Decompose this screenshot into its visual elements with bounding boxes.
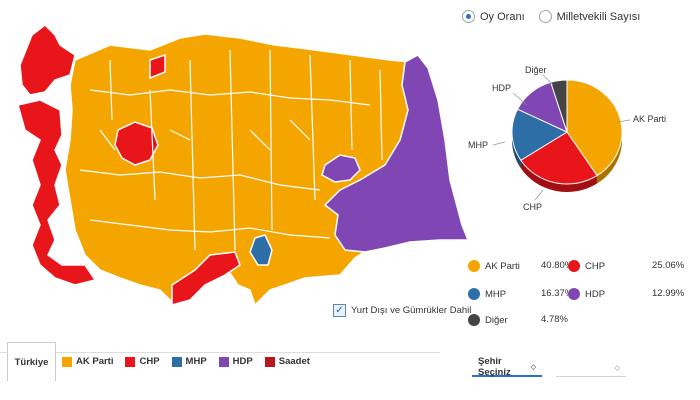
vote-share-radio[interactable]: Oy Oranı	[462, 10, 525, 23]
pie-label-diger: Diğer	[525, 65, 547, 75]
map-region-chp-coast[interactable]	[149, 53, 166, 80]
abroad-customs-checkbox[interactable]: ✓ Yurt Dışı ve Gümrükler Dahil	[333, 304, 471, 317]
radio-selected-icon[interactable]	[462, 10, 475, 23]
pie-label-mhp: MHP	[468, 140, 488, 150]
legend-ak: AK Parti	[62, 356, 113, 367]
result-pct: 4.78%	[541, 314, 568, 325]
seat-count-label: Milletvekili Sayısı	[556, 10, 641, 23]
legend-swatch	[62, 356, 72, 367]
tab-divider	[0, 352, 440, 353]
mhp-color-dot	[468, 288, 480, 300]
legend-swatch	[171, 356, 182, 367]
result-pct: 12.99%	[652, 288, 685, 299]
ak-color-dot	[468, 260, 480, 272]
result-hdp: HDP 12.99%	[568, 288, 684, 300]
result-mhp: MHP 16.37%	[468, 288, 573, 300]
city-select-label: Şehir Seçiniz	[478, 356, 511, 378]
result-party: Diğer	[485, 314, 508, 326]
tab-turkiye[interactable]: Türkiye	[7, 342, 56, 381]
abroad-customs-label: Yurt Dışı ve Gümrükler Dahil	[351, 305, 472, 316]
result-party: AK Parti	[485, 260, 520, 272]
legend-swatch	[264, 356, 275, 367]
legend-label: HDP	[232, 356, 253, 367]
view-mode-radio-group: Oy Oranı Milletvekili Sayısı	[462, 10, 640, 23]
legend-mhp: MHP	[171, 356, 207, 367]
pie-slice-mhp[interactable]	[511, 108, 569, 161]
select-arrow-icon: ◇	[530, 364, 536, 371]
select-arrow-icon: ◇	[614, 364, 620, 372]
result-chp: CHP 25.06%	[568, 260, 684, 272]
result-diger: Diğer 4.78%	[468, 314, 568, 326]
map-region-chp-west[interactable]	[19, 24, 76, 96]
pie-label-chp: CHP	[523, 202, 542, 212]
turkey-election-map[interactable]	[0, 0, 470, 330]
pie-slice-chp[interactable]	[520, 131, 598, 185]
result-ak: AK Parti 40.80%	[468, 260, 573, 272]
map-region-chp-south[interactable]	[171, 251, 241, 306]
legend-label: Saadet	[278, 356, 310, 367]
result-pct: 16.37%	[541, 288, 574, 299]
map-region-chp-ankara[interactable]	[114, 121, 159, 166]
legend-chp: CHP	[125, 356, 160, 367]
hdp-color-dot	[568, 288, 580, 300]
result-party: MHP	[485, 288, 507, 300]
result-party: HDP	[585, 288, 606, 300]
city-select[interactable]: Şehir Seçiniz ◇	[472, 356, 542, 378]
legend-hdp: HDP	[218, 356, 253, 367]
map-legend: AK Parti CHP MHP HDP Saadet	[62, 356, 310, 367]
vote-share-label: Oy Oranı	[480, 10, 525, 23]
result-pct: 25.06%	[652, 260, 685, 271]
legend-label: CHP	[139, 356, 160, 367]
map-region-mhp[interactable]	[249, 234, 273, 266]
pie-label-hdp: HDP	[492, 83, 511, 93]
district-select[interactable]: ◇	[556, 359, 626, 377]
result-pct: 40.80%	[541, 260, 574, 271]
chp-color-dot	[568, 260, 580, 272]
legend-swatch	[125, 356, 136, 367]
province-borders	[79, 49, 383, 251]
map-region-hdp-central[interactable]	[321, 154, 361, 183]
result-party: CHP	[585, 260, 606, 272]
legend-saadet: Saadet	[264, 356, 310, 367]
legend-label: AK Parti	[76, 356, 114, 367]
radio-unselected-icon[interactable]	[538, 10, 552, 23]
pie-leader-lines	[492, 74, 631, 201]
legend-swatch	[218, 356, 229, 367]
seat-count-radio[interactable]: Milletvekili Sayısı	[538, 10, 641, 23]
map-region-hdp[interactable]	[323, 54, 470, 253]
map-region-chp-aegean[interactable]	[17, 99, 97, 286]
diger-color-dot	[468, 314, 480, 326]
pie-label-ak: AK Parti	[633, 114, 666, 124]
vote-share-pie-chart: Diğer HDP MHP CHP AK Parti	[468, 65, 666, 212]
legend-label: MHP	[185, 356, 207, 367]
checkbox-checked-icon[interactable]: ✓	[333, 304, 346, 317]
